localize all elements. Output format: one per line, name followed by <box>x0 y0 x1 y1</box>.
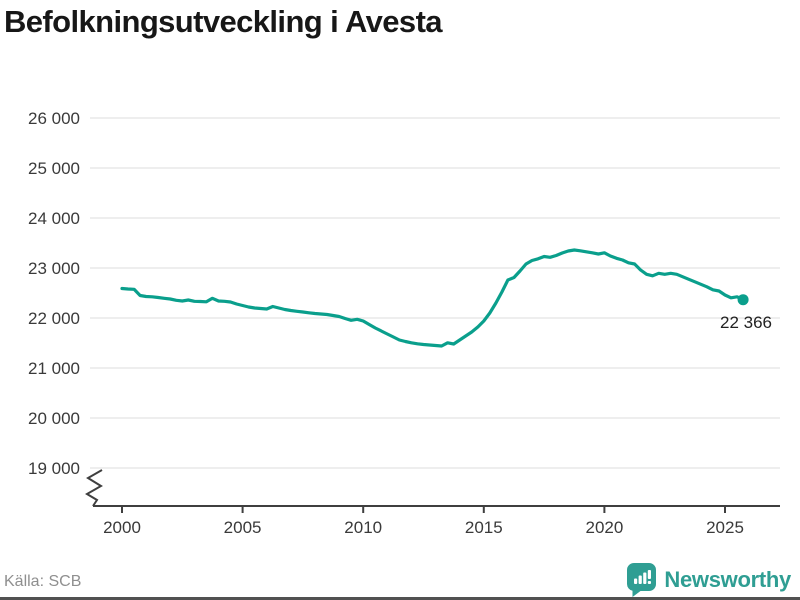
y-axis-tick-label: 24 000 <box>28 209 80 228</box>
source-label: Källa: SCB <box>4 573 82 590</box>
y-axis-tick-label: 20 000 <box>28 409 80 428</box>
x-axis-tick-label: 2000 <box>103 518 141 537</box>
y-axis-tick-label: 26 000 <box>28 109 80 128</box>
x-axis-tick-label: 2005 <box>224 518 262 537</box>
newsworthy-bubble-chart-icon <box>627 563 657 597</box>
y-axis-tick-label: 22 000 <box>28 309 80 328</box>
x-axis-tick-label: 2015 <box>465 518 503 537</box>
x-axis-tick-label: 2025 <box>706 518 744 537</box>
newsworthy-logo[interactable]: Newsworthy <box>627 563 791 597</box>
axis-break-icon <box>85 469 103 507</box>
bottom-strip <box>0 597 800 600</box>
chart-layers: 26 000 25 000 24 000 23 000 22 000 21 000 20 0… <box>28 109 780 537</box>
chart-title: Befolkningsutveckling i Avesta <box>4 4 443 39</box>
x-axis-tick-label: 2010 <box>344 518 382 537</box>
last-value-label: 22 366 <box>720 313 772 332</box>
y-axis-tick-label: 23 000 <box>28 259 80 278</box>
population-line <box>120 248 745 348</box>
last-point-marker <box>737 294 749 306</box>
population-chart: 26 000 25 000 24 000 23 000 22 000 21 000 20 0… <box>28 109 780 537</box>
y-axis-tick-label: 25 000 <box>28 159 80 178</box>
y-axis-tick-label: 19 000 <box>28 459 80 478</box>
y-axis-tick-label: 21 000 <box>28 359 80 378</box>
newsworthy-wordmark: Newsworthy <box>664 567 791 592</box>
x-axis-tick-label: 2020 <box>585 518 623 537</box>
